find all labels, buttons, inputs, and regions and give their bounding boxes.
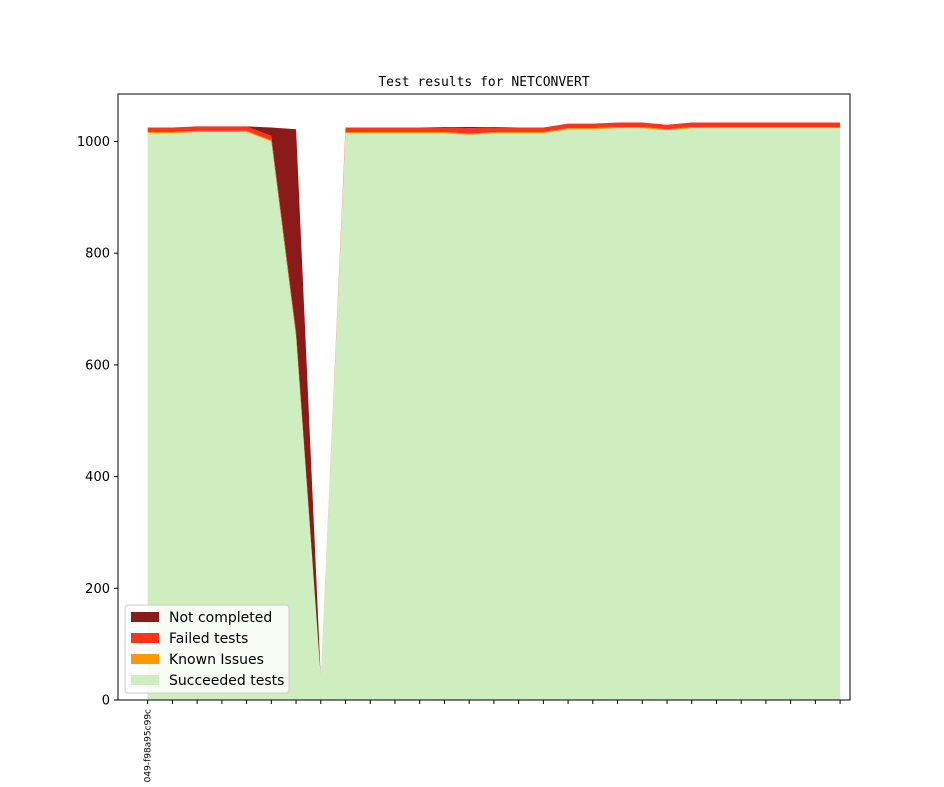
legend-label-known-issues: Known Issues: [169, 652, 264, 668]
y-axis: 0 200 400 600 800 1000: [77, 135, 118, 709]
legend-label-failed-tests: Failed tests: [169, 631, 248, 647]
legend-box: [124, 604, 290, 694]
legend-label-succeeded-tests: Succeeded tests: [169, 673, 284, 689]
chart-title: Test results for NETCONVERT: [378, 75, 589, 90]
legend-label-not-completed: Not completed: [169, 610, 272, 626]
y-tick-label: 200: [85, 582, 110, 597]
x-tick-label: 049-f98a95c99c: [144, 709, 154, 782]
y-tick-label: 1000: [77, 135, 110, 150]
y-tick-label: 600: [85, 358, 110, 373]
legend: Not completed Failed tests Known Issues Suc…: [124, 604, 290, 694]
y-tick-label: 400: [85, 470, 110, 485]
y-tick-label: 0: [102, 694, 110, 709]
plot-frame: [117, 93, 851, 701]
y-tick-label: 800: [85, 247, 110, 262]
legend-swatch-failed-tests: [131, 633, 159, 643]
legend-swatch-not-completed: [131, 612, 159, 622]
area-succeeded-tests: [147, 128, 841, 700]
x-axis: 049-f98a95c99c: [144, 700, 841, 782]
legend-swatch-known-issues: [131, 654, 159, 664]
legend-swatch-succeeded-tests: [131, 675, 159, 685]
area-layers: [147, 122, 841, 700]
